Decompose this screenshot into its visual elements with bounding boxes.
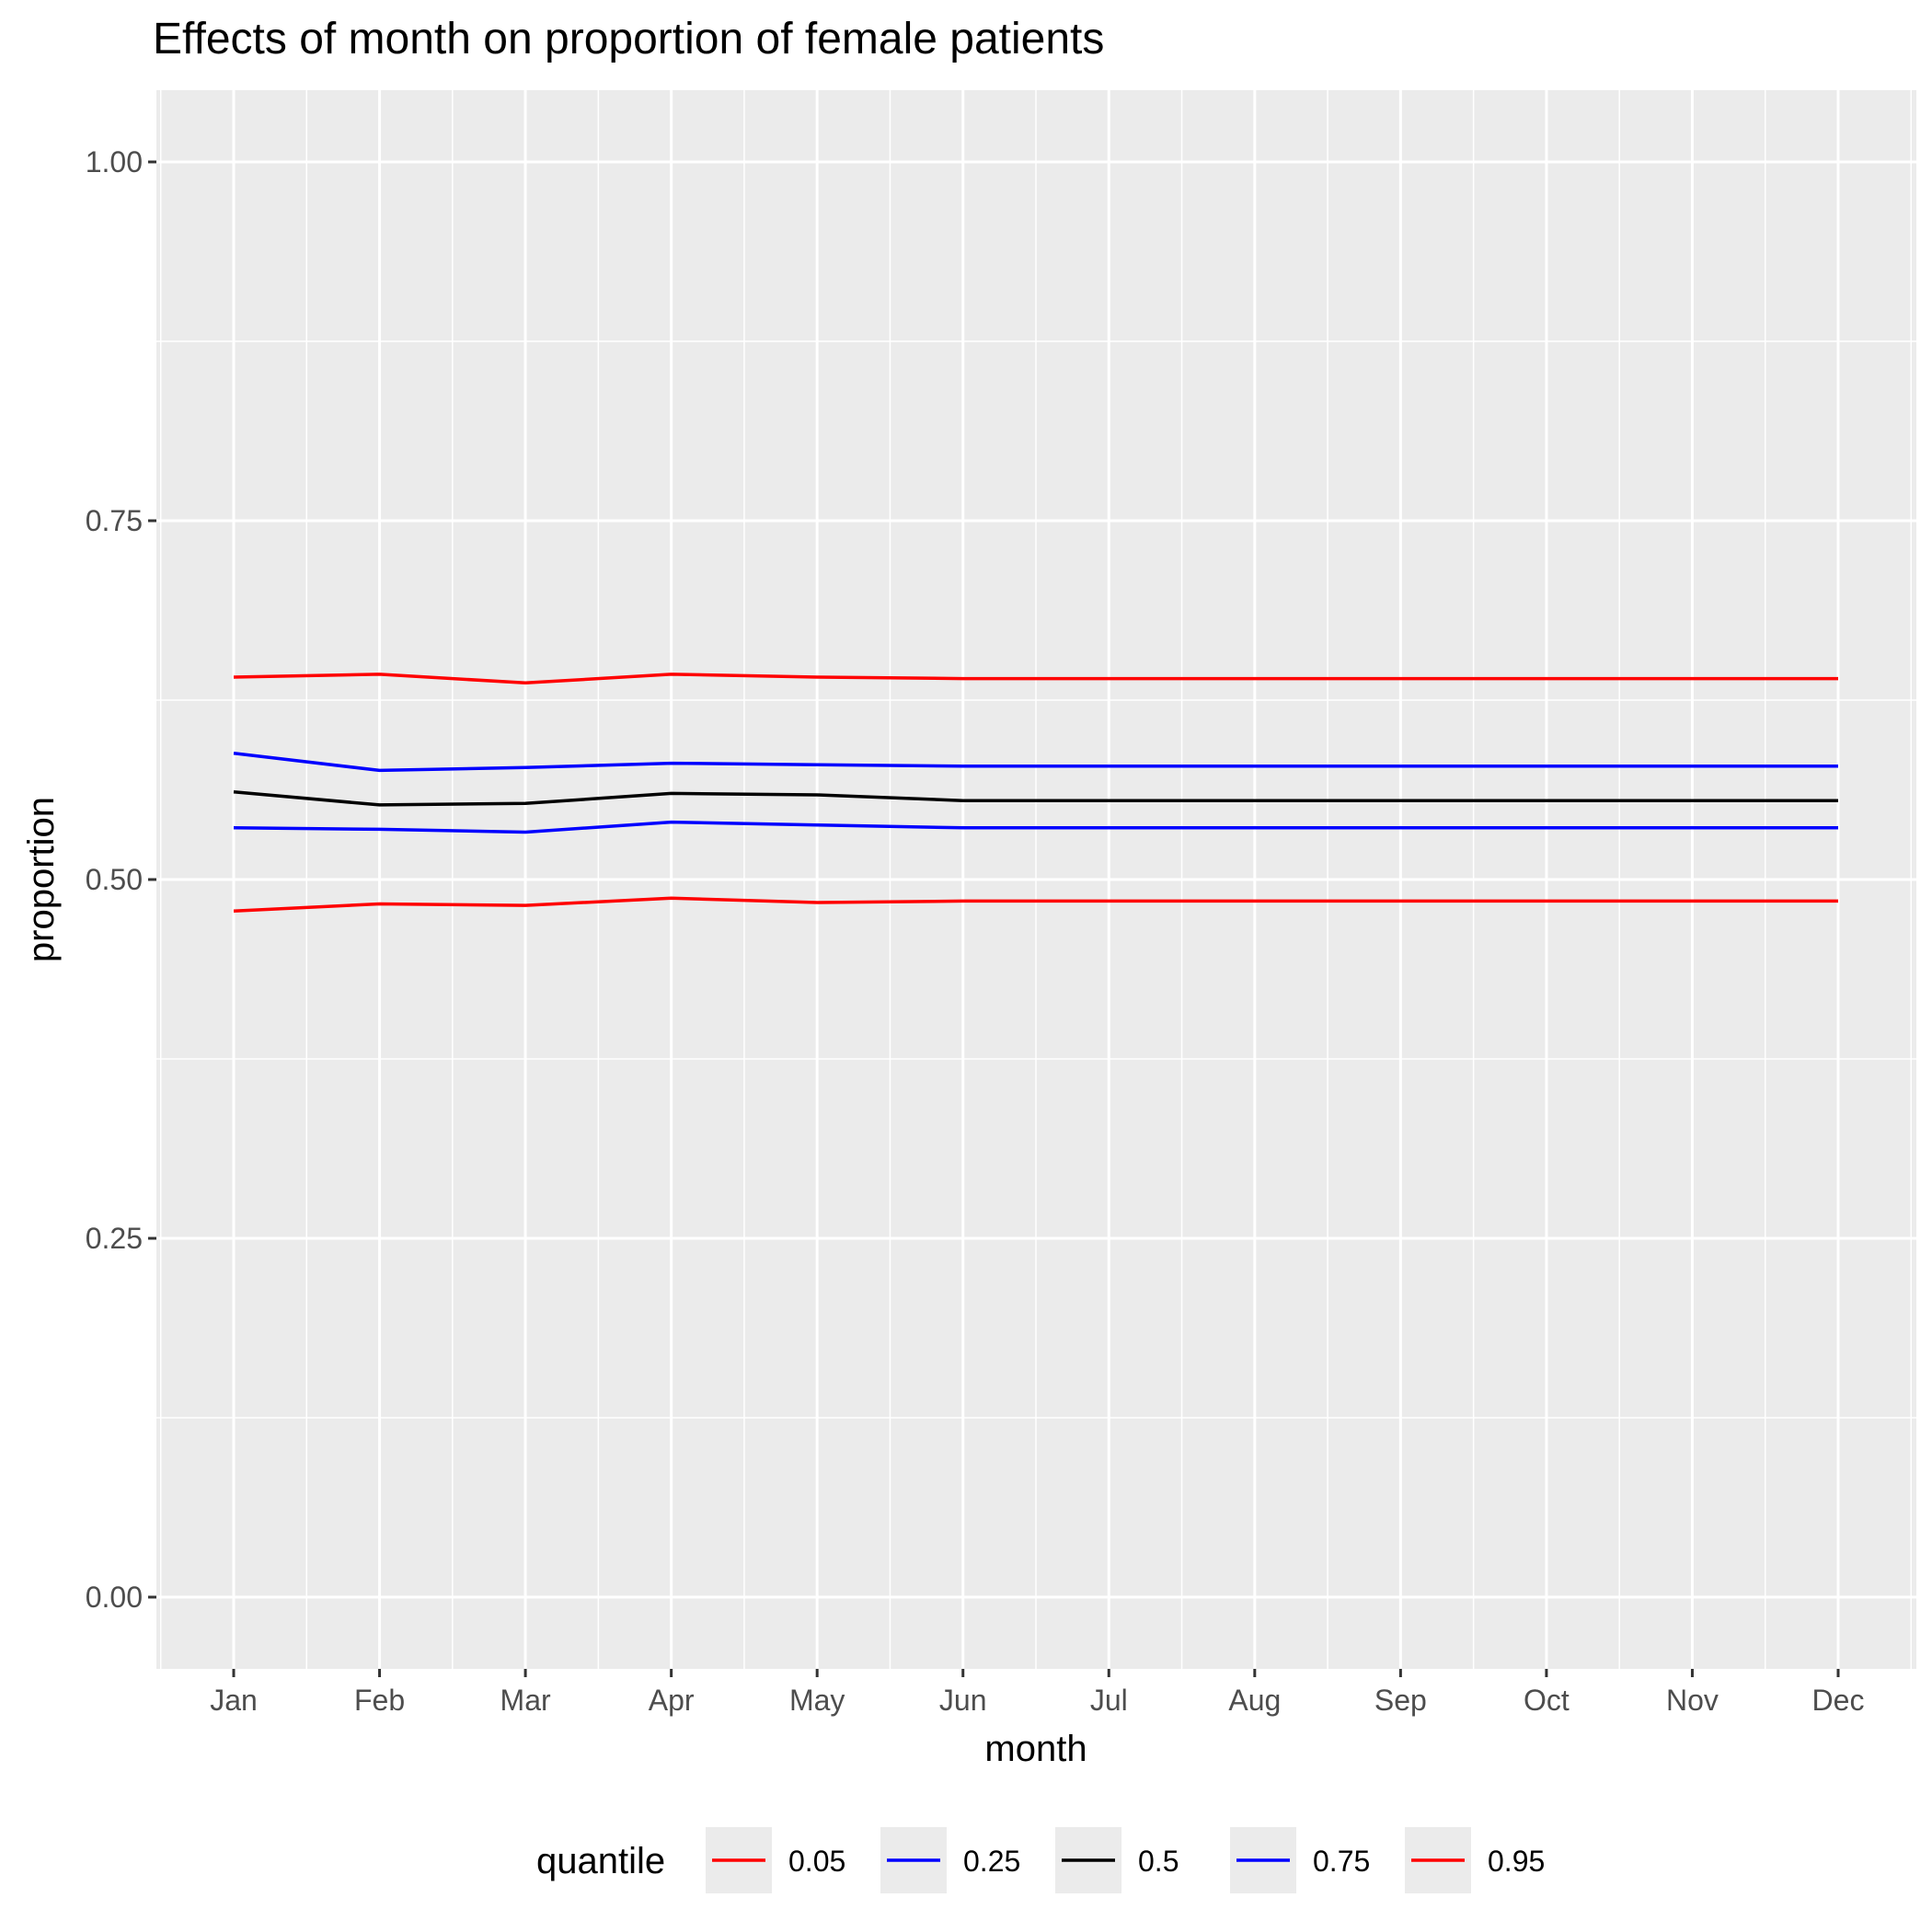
y-axis-label: proportion [21,797,62,962]
series-line-0.05 [233,896,1838,914]
x-tick-label: May [789,1684,845,1717]
y-tick-label: 0.25 [86,1222,143,1255]
y-tick-label: 0.00 [86,1581,143,1614]
major-gridlines [156,90,1916,1669]
x-axis-label: month [984,1729,1087,1769]
x-tick-label: Apr [649,1684,695,1717]
legend-label: 0.25 [963,1845,1020,1878]
legend-label: 0.05 [788,1845,845,1878]
y-tick-label: 1.00 [86,145,143,178]
x-tick-label: Jun [939,1684,987,1717]
y-axis: 0.00 0.25 0.50 0.75 1.00 [86,145,156,1614]
legend-label: 0.95 [1488,1845,1545,1878]
x-tick-label: Sep [1374,1684,1427,1717]
legend: quantile 0.05 0.25 0.5 0.75 0.95 [536,1827,1545,1893]
x-tick-label: Aug [1228,1684,1281,1717]
legend-label: 0.75 [1313,1845,1370,1878]
x-tick-label: Mar [500,1684,551,1717]
series-lines [233,673,1838,914]
legend-label: 0.5 [1138,1845,1179,1878]
x-tick-label: Jul [1090,1684,1128,1717]
y-tick-label: 0.75 [86,504,143,537]
x-axis: Jan Feb Mar Apr May Jun Jul Aug Sep Oct Nov Dec [210,1669,1864,1717]
series-line-0.25 [233,820,1838,834]
x-tick-label: Nov [1666,1684,1719,1717]
series-line-0.75 [233,751,1838,773]
x-tick-label: Jan [210,1684,258,1717]
legend-items: 0.05 0.25 0.5 0.75 0.95 [706,1827,1545,1893]
x-tick-label: Dec [1812,1684,1865,1717]
series-line-0.95 [233,673,1838,685]
chart-title: Effects of month on proportion of female… [153,15,1104,63]
x-tick-label: Oct [1524,1684,1570,1717]
series-line-0.5 [233,790,1838,807]
legend-title: quantile [536,1841,665,1881]
y-tick-label: 0.50 [86,863,143,896]
x-tick-label: Feb [354,1684,405,1717]
